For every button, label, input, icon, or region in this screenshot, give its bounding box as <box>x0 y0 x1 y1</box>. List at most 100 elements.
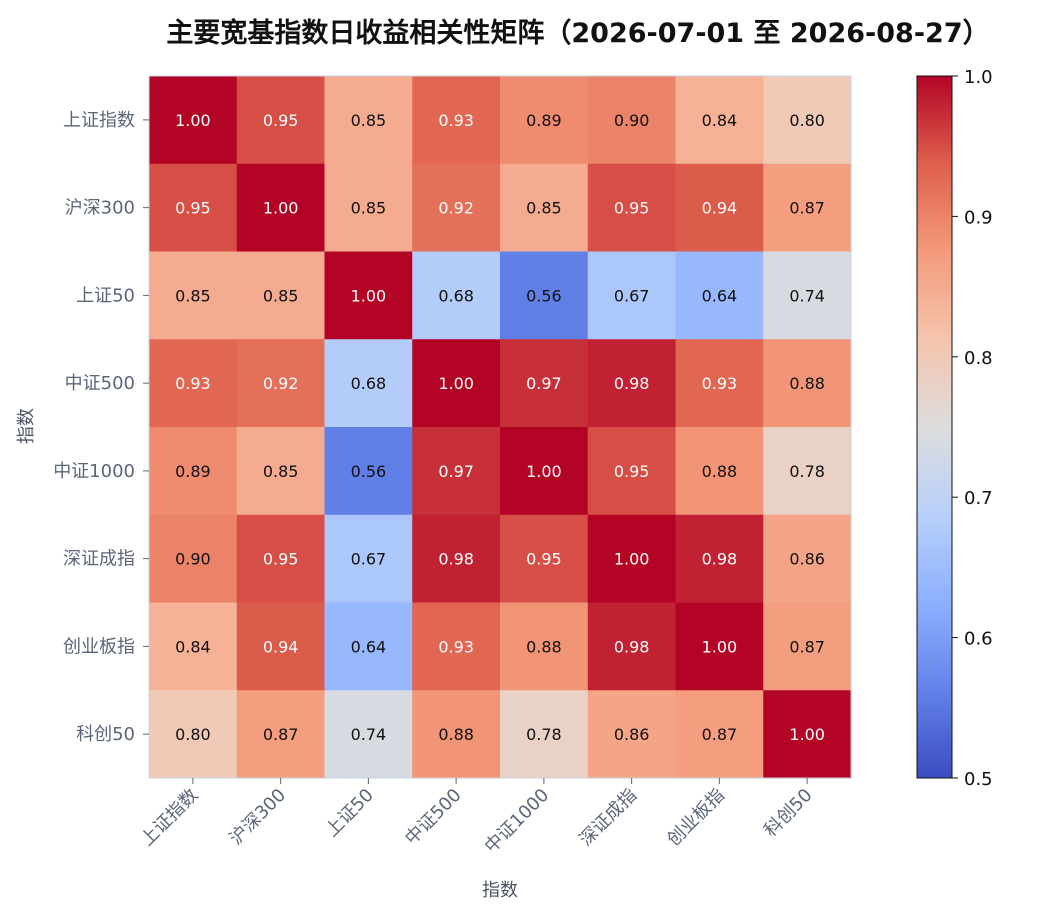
heatmap-cell-label-6-3: 0.93 <box>438 637 474 656</box>
heatmap-cell-label-5-1: 0.95 <box>263 550 299 569</box>
heatmap-cell-6-3 <box>412 602 501 691</box>
x-axis-label: 指数 <box>482 880 518 901</box>
y-tick-label-4: 中证1000 <box>53 461 135 482</box>
heatmap-cell-label-1-5: 0.95 <box>614 199 650 218</box>
heatmap-frame <box>148 75 852 779</box>
heatmap-cell-4-4 <box>500 427 589 516</box>
heatmap-cell-label-4-0: 0.89 <box>175 462 211 481</box>
heatmap-cell-label-4-4: 1.00 <box>526 462 562 481</box>
heatmap-cell-4-0 <box>149 427 238 516</box>
heatmap-cell-label-4-6: 0.88 <box>702 462 738 481</box>
heatmap-cell-6-2 <box>324 602 413 691</box>
heatmap-cell-0-1 <box>236 76 326 165</box>
heatmap-cell-5-6 <box>675 514 764 604</box>
heatmap-cell-label-3-6: 0.93 <box>702 374 738 393</box>
heatmap-cell-4-6 <box>675 427 764 516</box>
heatmap-cell-7-4 <box>500 690 589 779</box>
y-tick-label-7: 科创50 <box>76 724 135 745</box>
heatmap-cell-1-0 <box>149 163 238 253</box>
heatmap-cell-0-7 <box>763 76 852 165</box>
heatmap-cell-label-1-4: 0.85 <box>526 199 562 218</box>
heatmap-cell-1-7 <box>763 163 852 253</box>
heatmap-cell-label-4-2: 0.56 <box>351 462 387 481</box>
heatmap-cell-3-4 <box>500 339 589 428</box>
heatmap-cell-label-5-3: 0.98 <box>438 550 474 569</box>
heatmap-cell-2-6 <box>675 251 764 340</box>
heatmap-cell-2-0 <box>149 251 238 340</box>
colorbar: 0.5 0.6 0.7 0.8 0.9 1.0 <box>916 67 993 790</box>
x-tick-label-5: 深证成指 <box>575 785 641 851</box>
heatmap-cell-6-6 <box>675 602 764 691</box>
colorbar-tick-label-2: 0.7 <box>964 488 993 509</box>
heatmap-cell-label-0-4: 0.89 <box>526 111 562 130</box>
heatmap-cell-2-3 <box>412 251 501 340</box>
x-tick-label-4: 中证1000 <box>481 785 554 858</box>
x-tick-label-7: 科创50 <box>760 785 817 842</box>
heatmap-cell-label-5-4: 0.95 <box>526 550 562 569</box>
heatmap-cell-label-3-0: 0.93 <box>175 374 211 393</box>
heatmap-cell-4-2 <box>324 427 413 516</box>
heatmap-cell-1-1 <box>236 163 326 253</box>
heatmap-cell-0-4 <box>500 76 589 165</box>
y-tick-label-6: 创业板指 <box>63 636 135 657</box>
heatmap-cell-label-3-7: 0.88 <box>789 374 825 393</box>
y-axis-label: 指数 <box>16 408 37 444</box>
heatmap-cell-6-5 <box>587 602 677 691</box>
heatmap-cell-label-4-5: 0.95 <box>614 462 650 481</box>
heatmap-cell-5-4 <box>500 514 589 604</box>
heatmap-cell-7-3 <box>412 690 501 779</box>
heatmap-cell-1-4 <box>500 163 589 253</box>
heatmap-cell-0-6 <box>675 76 764 165</box>
heatmap-cell-3-6 <box>675 339 764 428</box>
heatmap-cell-label-5-5: 1.00 <box>614 550 650 569</box>
heatmap-cell-3-2 <box>324 339 413 428</box>
heatmap-cell-3-5 <box>587 339 677 428</box>
heatmap-cell-label-6-1: 0.94 <box>263 637 299 656</box>
heatmap-cell-7-6 <box>675 690 764 779</box>
heatmap-cell-3-3 <box>412 339 501 428</box>
heatmap-cell-label-1-2: 0.85 <box>351 199 387 218</box>
heatmap-cell-label-2-6: 0.64 <box>702 286 738 305</box>
heatmap-cell-5-2 <box>324 514 413 604</box>
colorbar-tick-label-3: 0.8 <box>964 348 993 369</box>
heatmap-cell-label-5-6: 0.98 <box>702 550 738 569</box>
heatmap-cell-label-1-3: 0.92 <box>438 199 474 218</box>
heatmap-cell-0-3 <box>412 76 501 165</box>
heatmap-cell-4-3 <box>412 427 501 516</box>
heatmap-cell-label-2-1: 0.85 <box>263 286 299 305</box>
heatmap-cell-2-2 <box>324 251 413 340</box>
heatmap-cell-4-1 <box>236 427 326 516</box>
heatmap-cell-label-6-4: 0.88 <box>526 637 562 656</box>
colorbar-gradient <box>916 75 953 779</box>
heatmap-cell-label-3-1: 0.92 <box>263 374 299 393</box>
heatmap-cell-0-0 <box>149 76 238 165</box>
y-tick-label-0: 上证指数 <box>63 110 135 131</box>
heatmap-cell-label-6-0: 0.84 <box>175 637 211 656</box>
heatmap-cell-label-2-3: 0.68 <box>438 286 474 305</box>
heatmap-cell-label-3-4: 0.97 <box>526 374 562 393</box>
heatmap-cell-2-7 <box>763 251 852 340</box>
heatmap-cell-label-5-0: 0.90 <box>175 550 211 569</box>
chart-title: 主要宽基指数日收益相关性矩阵（2026-07-01 至 2026-08-27） <box>166 17 989 49</box>
heatmap-cell-label-2-0: 0.85 <box>175 286 211 305</box>
heatmap-cell-label-2-7: 0.74 <box>789 286 825 305</box>
x-tick-label-2: 上证50 <box>321 785 378 842</box>
heatmap-cell-4-7 <box>763 427 852 516</box>
heatmap-cell-label-7-3: 0.88 <box>438 725 474 744</box>
heatmap-cell-label-6-7: 0.87 <box>789 637 825 656</box>
y-tick-label-1: 沪深300 <box>65 198 135 219</box>
heatmap-cell-label-3-5: 0.98 <box>614 374 650 393</box>
heatmap-cell-6-7 <box>763 602 852 691</box>
heatmap-cell-label-0-6: 0.84 <box>702 111 738 130</box>
colorbar-tick-label-4: 0.9 <box>964 207 993 228</box>
heatmap-cell-label-7-2: 0.74 <box>351 725 387 744</box>
heatmap-cell-label-6-6: 1.00 <box>702 637 738 656</box>
heatmap-cell-5-5 <box>587 514 677 604</box>
heatmap-cell-label-0-5: 0.90 <box>614 111 650 130</box>
heatmap-cell-label-7-1: 0.87 <box>263 725 299 744</box>
y-tick-label-3: 中证500 <box>65 373 135 394</box>
colorbar-tick-label-1: 0.6 <box>964 629 993 650</box>
heatmap-cell-3-1 <box>236 339 326 428</box>
